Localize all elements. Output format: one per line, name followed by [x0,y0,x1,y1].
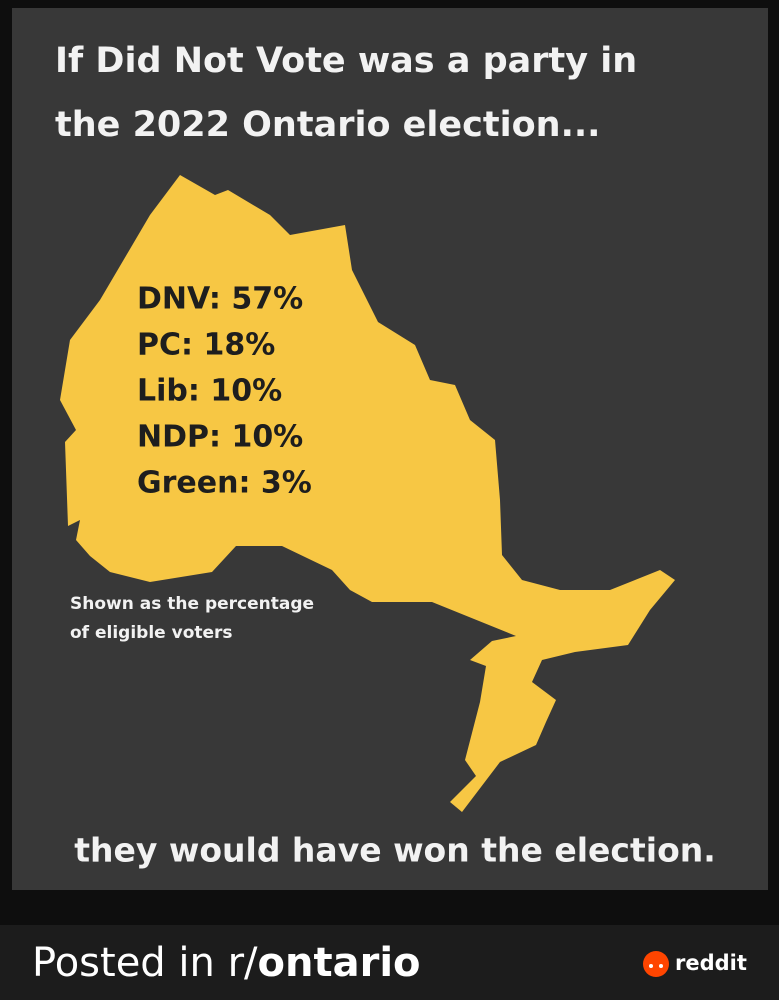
posted-prefix: Posted in r/ [32,940,258,986]
note-line: of eligible voters [70,623,233,643]
posted-in: Posted in r/ontario [32,940,421,986]
reddit-logo [643,951,669,977]
result-line: Lib: 10% [137,374,282,409]
conclusion: they would have won the election. [74,831,716,870]
ontario-map [60,175,675,812]
note-line: Shown as the percentage [70,594,314,614]
title-line: If Did Not Vote was a party in [55,41,637,81]
reddit-brand: reddit [675,951,747,975]
title-line: the 2022 Ontario election... [55,105,600,145]
reddit-logo-eye [649,964,653,968]
result-line: PC: 18% [137,328,275,363]
result-line: NDP: 10% [137,420,303,455]
result-line: DNV: 57% [137,282,303,317]
subreddit: ontario [258,940,421,986]
result-line: Green: 3% [137,466,312,501]
reddit-logo-eye [659,964,663,968]
